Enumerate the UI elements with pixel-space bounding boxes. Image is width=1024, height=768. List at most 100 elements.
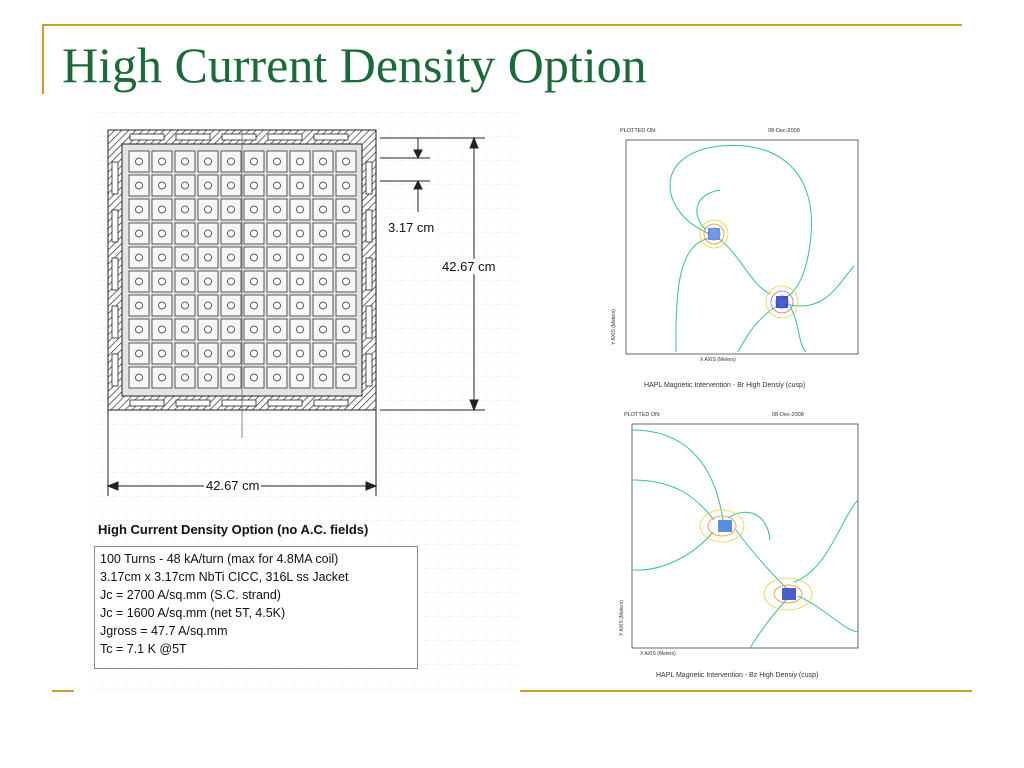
cooling-channel [296, 373, 304, 382]
cooling-channel [204, 325, 212, 334]
cooling-channel [250, 277, 258, 286]
spec-line: 3.17cm x 3.17cm NbTi CICC, 316L ss Jacke… [100, 570, 349, 584]
jacket-slot [365, 353, 373, 387]
cooling-channel [204, 253, 212, 262]
cooling-channel [319, 253, 327, 262]
spec-line: Jgross = 47.7 A/sq.mm [100, 624, 228, 638]
cooling-channel [204, 373, 212, 382]
cooling-slots [111, 133, 373, 407]
cooling-channel [319, 373, 327, 382]
slide-title: High Current Density Option [62, 37, 647, 93]
cooling-channel [296, 181, 304, 190]
cooling-channel [135, 277, 143, 286]
cooling-channel [204, 205, 212, 214]
cooling-channel [296, 157, 304, 166]
cooling-channel [181, 205, 189, 214]
cooling-channel [181, 181, 189, 190]
jacket-slot [365, 161, 373, 195]
cooling-channel [181, 373, 189, 382]
cooling-channel [319, 157, 327, 166]
jacket-slot [267, 399, 303, 407]
cooling-channel [158, 229, 166, 238]
cooling-channel [250, 325, 258, 334]
cooling-channel [250, 301, 258, 310]
cooling-channel [296, 205, 304, 214]
cooling-channel [319, 325, 327, 334]
cooling-channel [250, 205, 258, 214]
cooling-channel [342, 253, 350, 262]
cooling-channel [204, 157, 212, 166]
cooling-channel [273, 301, 281, 310]
height-dimension-label: 42.67 cm [440, 259, 498, 274]
cooling-channel [135, 157, 143, 166]
spec-line: Jc = 1600 A/sq.mm (net 5T, 4.5K) [100, 606, 286, 620]
cooling-channel [250, 157, 258, 166]
cooling-channel [296, 229, 304, 238]
jacket-slot [175, 399, 211, 407]
cooling-channel [342, 301, 350, 310]
cooling-channel [296, 325, 304, 334]
left-accent-rule [42, 24, 44, 94]
bz-y-axis-label: Y AXIS (Meters) [618, 600, 625, 636]
cooling-channel [204, 301, 212, 310]
cooling-channel [319, 205, 327, 214]
cooling-channel [273, 349, 281, 358]
bz-plot-caption: HAPL Magnetic Intervention - Bz High Den… [656, 672, 819, 679]
cooling-channel [227, 253, 235, 262]
cooling-channel [342, 277, 350, 286]
cooling-channel [158, 325, 166, 334]
jacket-slot [111, 353, 119, 387]
cooling-channel [135, 373, 143, 382]
cooling-channel [296, 277, 304, 286]
cooling-channel [296, 301, 304, 310]
cooling-channel [181, 301, 189, 310]
cooling-channel [250, 373, 258, 382]
bz-field-lines [631, 423, 859, 649]
cooling-channel [227, 349, 235, 358]
cooling-channel [227, 181, 235, 190]
jacket-slot [365, 305, 373, 339]
cooling-channel [135, 301, 143, 310]
cooling-channel [158, 205, 166, 214]
br-plot-caption: HAPL Magnetic Intervention - Br High Den… [644, 382, 806, 389]
cooling-channel [158, 373, 166, 382]
bz-plotted-on: PLOTTED ON: [624, 412, 661, 418]
br-y-axis-label: Y AXIS (Meters) [610, 309, 617, 345]
cooling-channel [204, 229, 212, 238]
cooling-channel [158, 301, 166, 310]
cooling-channel [181, 349, 189, 358]
jacket-slot [129, 399, 165, 407]
coil-cross-section-figure: 3.17 cm 42.67 cm 42.67 cm [90, 112, 520, 690]
cooling-channel [227, 373, 235, 382]
cooling-channel [181, 229, 189, 238]
cooling-channel [342, 373, 350, 382]
cooling-channel [158, 157, 166, 166]
cooling-channel [342, 181, 350, 190]
cooling-channel [319, 301, 327, 310]
cooling-channel [273, 277, 281, 286]
jacket-slot [267, 133, 303, 141]
spec-line: Tc = 7.1 K @5T [100, 642, 187, 656]
cooling-channel [227, 277, 235, 286]
cooling-channel [135, 229, 143, 238]
cooling-channel [227, 157, 235, 166]
spec-line: Jc = 2700 A/sq.mm (S.C. strand) [100, 588, 281, 602]
top-accent-rule [42, 24, 962, 26]
cooling-channel [227, 205, 235, 214]
cooling-channel [181, 277, 189, 286]
br-plotted-on: PLOTTED ON: [620, 128, 657, 134]
cooling-channel [158, 181, 166, 190]
cooling-channel [273, 157, 281, 166]
jacket-slot [129, 133, 165, 141]
cooling-channel [342, 229, 350, 238]
cooling-channel [273, 205, 281, 214]
jacket-slot [313, 399, 349, 407]
jacket-slot [111, 257, 119, 291]
jacket-slot [221, 399, 257, 407]
cooling-channel [227, 301, 235, 310]
cooling-channel [296, 253, 304, 262]
cooling-channel [273, 253, 281, 262]
cooling-channel [227, 325, 235, 334]
cooling-channel [135, 205, 143, 214]
conductor-cells [128, 150, 357, 389]
